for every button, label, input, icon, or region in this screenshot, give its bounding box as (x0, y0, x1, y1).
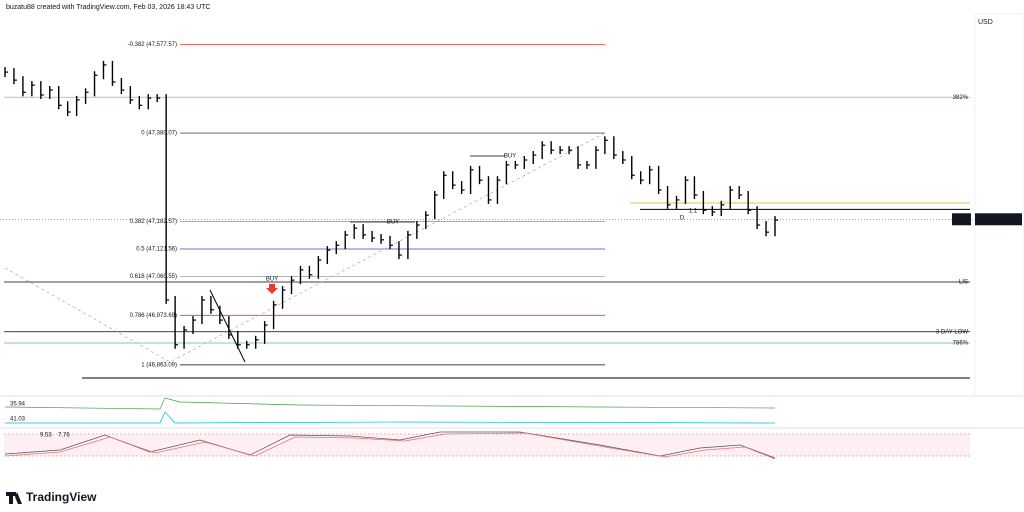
level-label: 3 DAY LOW (936, 329, 968, 335)
fib-label: 0.382 (47,182.57) (130, 219, 177, 225)
annotation: BUY (504, 154, 516, 160)
level-label: 786% (953, 341, 969, 347)
fib-label: 0.786 (46,973.69) (130, 313, 177, 319)
indicator-line (4, 432, 776, 460)
symbol-tag (952, 213, 971, 226)
fib-label: -0.382 (47,577.57) (128, 42, 177, 48)
fib-trend (4, 132, 606, 363)
level-label: 382% (953, 95, 969, 101)
logo-mark (6, 492, 22, 504)
currency: USD (978, 19, 993, 26)
indicator-value: 41.03 (10, 417, 26, 423)
pattern-line (209, 289, 246, 363)
fib-label: 0.618 (47,060.55) (130, 274, 177, 280)
rsi-band (4, 434, 970, 456)
header: buzatu88 created with TradingView.com, F… (6, 4, 211, 11)
level-label: LIS (959, 280, 968, 286)
annotation: BUY (266, 277, 278, 283)
buy-arrow (266, 284, 278, 294)
fib-label: 0 (47,380.07) (141, 131, 177, 137)
price-scale (974, 13, 1024, 397)
indicator-value: 35.94 (10, 402, 26, 408)
fib-label: 1 (46,863.09) (141, 362, 177, 368)
indicator-value: 7.76 (58, 433, 70, 439)
last-price: 47,187.82 (980, 214, 1016, 223)
brand: TradingView (26, 490, 97, 504)
indicator-line (4, 397, 776, 410)
annotation: D (680, 216, 685, 222)
indicator-value: 9.53 (40, 433, 52, 439)
annotation: 1:1 (689, 209, 698, 215)
price-tag (975, 213, 1022, 226)
fib-label: 0.5 (47,121.56) (136, 247, 177, 253)
indicator-line (5, 411, 776, 424)
symbol: DJI (956, 216, 967, 223)
annotation: BUY (387, 220, 399, 226)
